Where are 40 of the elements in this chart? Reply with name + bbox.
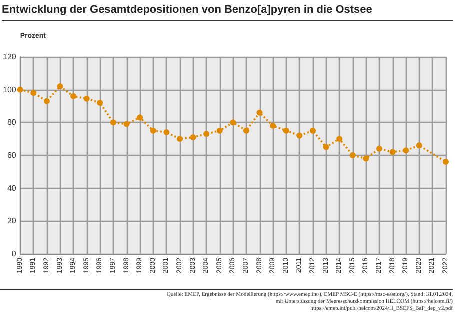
point (57, 84, 64, 90)
point (176, 136, 183, 142)
chart-title: Entwicklung der Gesamtdepositionen von Benzo[a]pyren in die Ostsee (2, 4, 453, 21)
y-tick-label: 40 (7, 184, 17, 193)
point (403, 148, 410, 154)
point (376, 146, 382, 152)
point (137, 114, 144, 121)
y-tick-label: 20 (7, 216, 17, 226)
point (124, 121, 130, 128)
point (84, 96, 90, 102)
point (44, 98, 50, 104)
point (270, 122, 276, 129)
point (416, 142, 422, 149)
point (204, 131, 210, 138)
y-tick-label: 120 (2, 52, 17, 62)
point (150, 128, 156, 134)
point (164, 130, 170, 136)
point (323, 144, 330, 150)
point (110, 120, 116, 126)
point (70, 93, 77, 100)
point (390, 149, 396, 156)
point (363, 156, 370, 162)
y-tick-label: 80 (7, 118, 17, 128)
point (256, 110, 263, 116)
point (350, 152, 356, 158)
point (283, 128, 290, 134)
y-tick-label: 100 (2, 85, 17, 94)
point (97, 100, 104, 106)
y-tick-label: 60 (7, 151, 17, 160)
point (216, 128, 223, 134)
point (296, 132, 303, 139)
point (443, 159, 449, 166)
point (17, 86, 24, 93)
point (310, 128, 316, 134)
point (190, 134, 196, 140)
point (30, 90, 37, 96)
point (243, 128, 250, 134)
point (230, 120, 236, 126)
point (336, 136, 343, 142)
y-tick-label: 0 (12, 250, 17, 258)
